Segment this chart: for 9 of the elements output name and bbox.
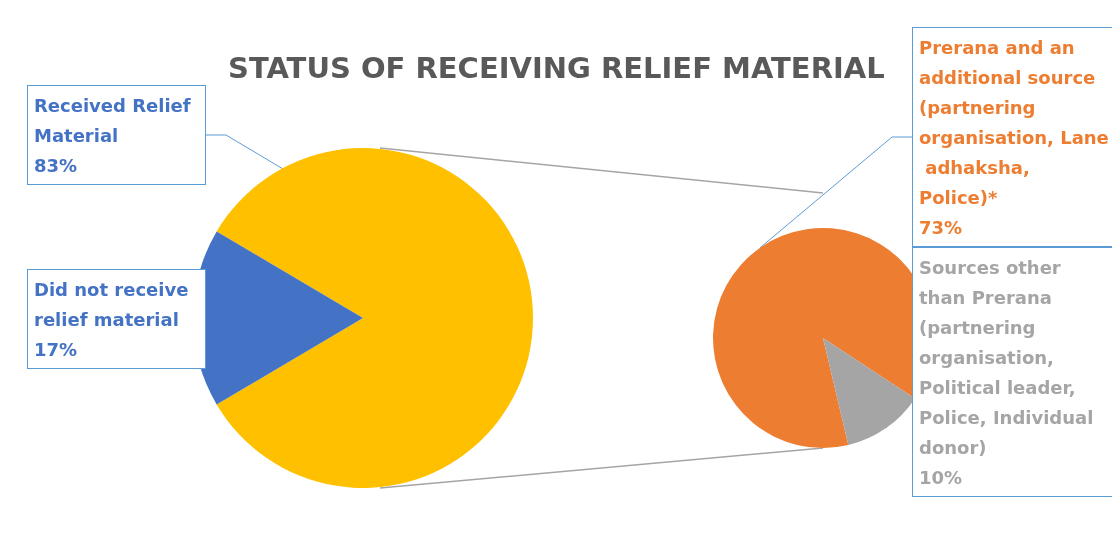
chart-title: STATUS OF RECEIVING RELIEF MATERIAL [228, 50, 885, 85]
slice-label: Sources other than Prerana (partnering organisation, Political leader, Police, Individual donor) [919, 256, 1100, 458]
slice-label: Received Relief Material [34, 94, 197, 146]
slice-label: Did not receive relief material [34, 278, 195, 330]
data-label: 17% [34, 338, 78, 360]
slice-label: Prerana and an additional source (partnering organisation, Lane adhaksha, Police)* [919, 36, 1109, 208]
data-label: 83% [34, 154, 78, 176]
data-label: 10% [919, 466, 963, 488]
data-label: 73% [919, 216, 963, 238]
